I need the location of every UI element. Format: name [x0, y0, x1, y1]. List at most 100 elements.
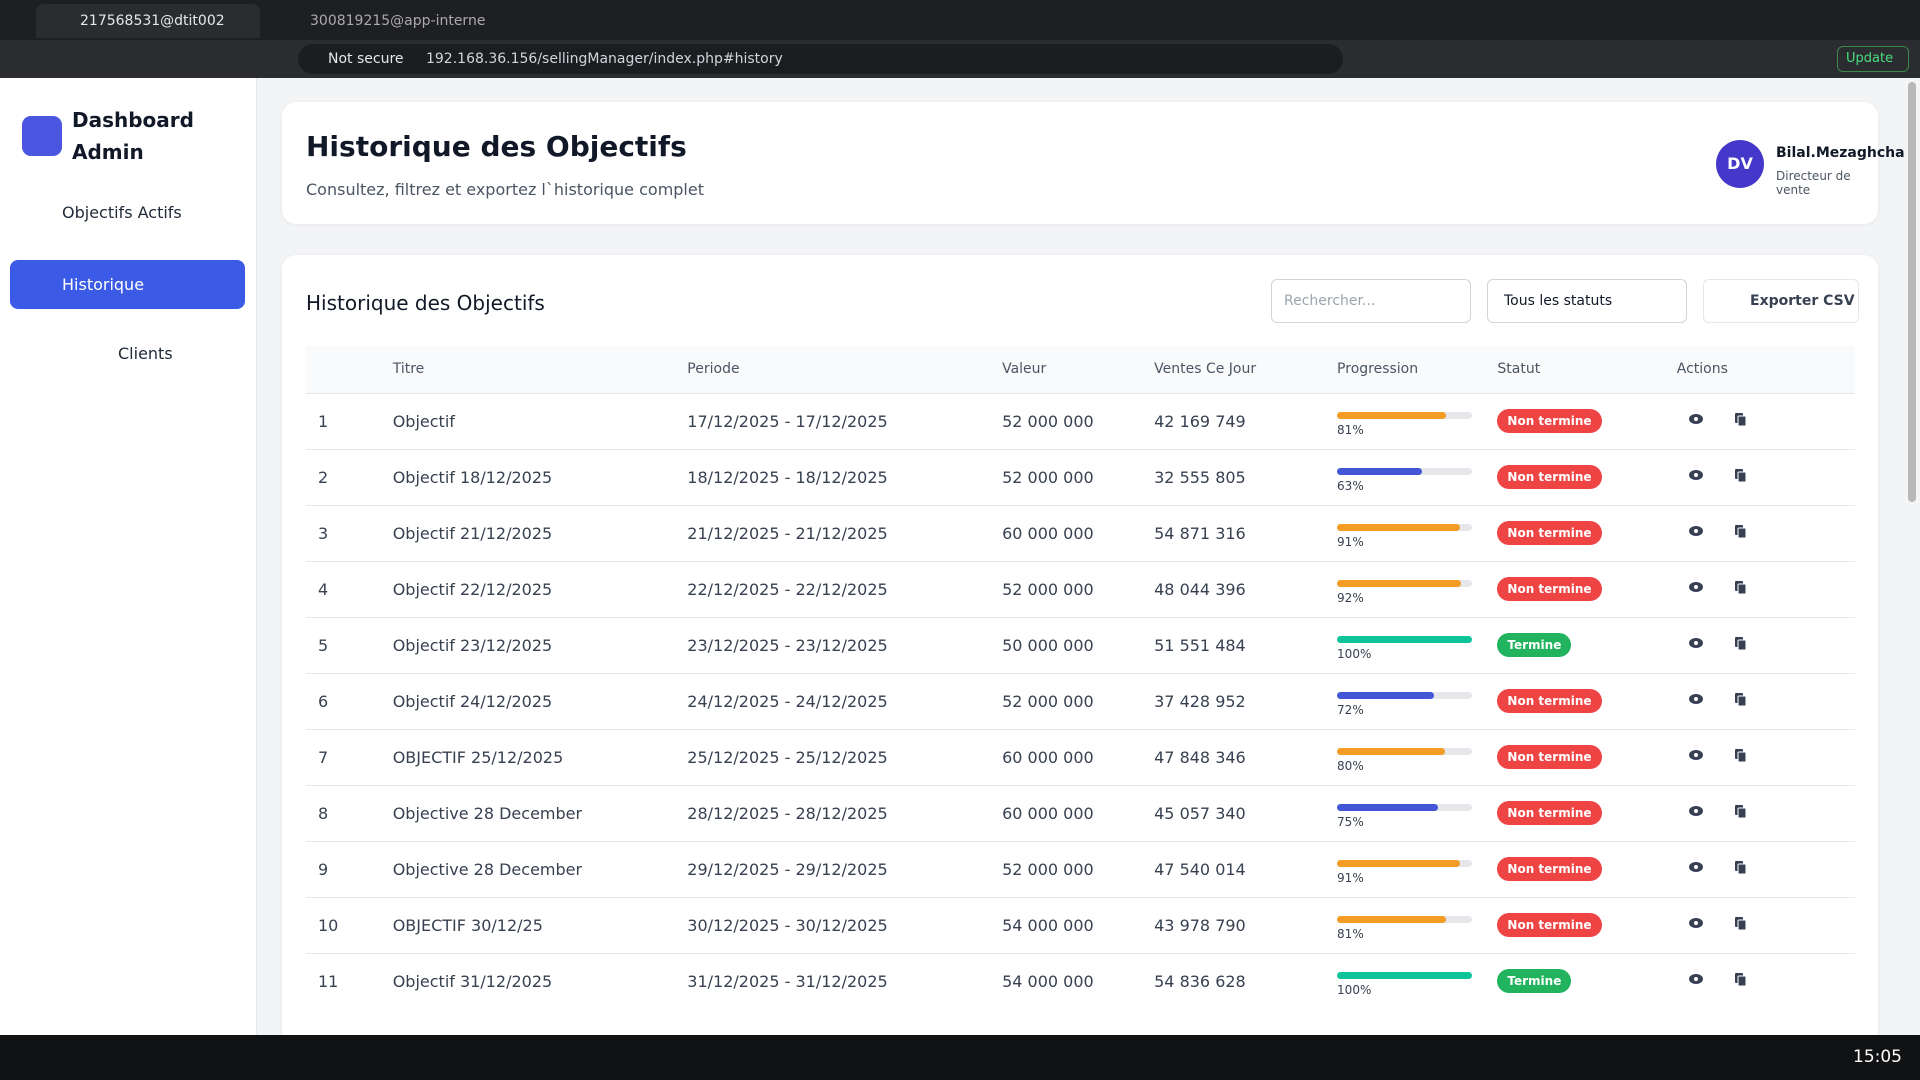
cell-sales: 32 555 805 [1154, 448, 1338, 505]
sidebar: Dashboard Admin Objectifs Actifs Histori… [0, 78, 257, 1035]
cell-actions [1676, 448, 1855, 505]
row: 8 Objective 28 December 28/12/2025 - 28/12… [306, 784, 1855, 841]
cell-progress: 91% [1337, 504, 1498, 561]
tab[interactable]: 217568531@dtit002 [36, 4, 260, 38]
avatar[interactable]: DV [1716, 140, 1764, 188]
progress-track [1337, 859, 1473, 867]
cell-value: 52 000 000 [1002, 560, 1155, 617]
cell-number: 3 [306, 504, 393, 561]
cell-number: 11 [306, 952, 393, 1009]
cell-number: 7 [306, 728, 393, 785]
cell-actions [1676, 896, 1855, 953]
export-button[interactable]: Exporter CSV [1703, 279, 1859, 323]
cell-period: 24/12/2025 - 24/12/2025 [687, 672, 1003, 729]
cell-value: 52 000 000 [1002, 672, 1155, 729]
cell-status: Non termine [1497, 672, 1677, 729]
cell-number: 10 [306, 896, 393, 953]
cell-status: Non termine [1497, 504, 1677, 561]
cell-title: Objectif 31/12/2025 [392, 952, 688, 1009]
cell-value: 52 000 000 [1002, 840, 1155, 897]
scrollbar[interactable] [1908, 82, 1916, 502]
cell-value: 60 000 000 [1002, 784, 1155, 841]
table-card: Historique des Objectifs Rechercher... T… [282, 255, 1878, 1035]
header-row: Titre Periode Valeur Ventes Ce Jour Progress… [306, 346, 1855, 393]
progress-label: 91% [1337, 870, 1364, 885]
action-icons[interactable] [1677, 969, 1757, 989]
progress-track [1337, 747, 1473, 755]
action-icons[interactable] [1677, 801, 1757, 821]
cell-status: Non termine [1497, 448, 1677, 505]
brand-icon [22, 116, 62, 156]
row: 6 Objectif 24/12/2025 24/12/2025 - 24/12/2… [306, 672, 1855, 729]
action-icons[interactable] [1677, 689, 1757, 709]
cell-title: Objectif 22/12/2025 [392, 560, 688, 617]
action-icons[interactable] [1677, 913, 1757, 933]
cell-number: 1 [306, 392, 393, 449]
cell-progress: 92% [1337, 560, 1498, 617]
cell-period: 28/12/2025 - 28/12/2025 [687, 784, 1003, 841]
row: 3 Objectif 21/12/2025 21/12/2025 - 21/12/2… [306, 504, 1855, 561]
cell-sales: 51 551 484 [1154, 616, 1338, 673]
action-icons[interactable] [1677, 745, 1757, 765]
status-badge: Non termine [1497, 689, 1602, 713]
row: 1 Objectif 17/12/2025 - 17/12/2025 52 000 0… [306, 392, 1855, 449]
tab-title: 300819215@app-interne [310, 13, 486, 29]
row: 11 Objectif 31/12/2025 31/12/2025 - 31/12/… [306, 952, 1855, 1009]
cell-progress: 100% [1337, 616, 1498, 673]
nav-item[interactable]: Objectifs Actifs [62, 203, 182, 222]
cell-title: Objectif 18/12/2025 [392, 448, 688, 505]
taskbar: 15:05 [0, 1035, 1920, 1080]
cell-value: 60 000 000 [1002, 728, 1155, 785]
cell-actions [1676, 784, 1855, 841]
progress-track [1337, 971, 1473, 979]
cell-progress: 72% [1337, 672, 1498, 729]
cell-title: Objectif 24/12/2025 [392, 672, 688, 729]
header-card: Historique des Objectifs Consultez, filt… [282, 102, 1905, 224]
user-name: Bilal.Mezaghcha [1776, 145, 1905, 161]
nav-item[interactable]: Clients [118, 344, 173, 363]
col-header: Periode [687, 346, 1003, 393]
cell-actions [1676, 560, 1855, 617]
tab[interactable]: 300819215@app-interne [266, 4, 516, 38]
cell-value: 52 000 000 [1002, 448, 1155, 505]
progress-label: 92% [1337, 590, 1364, 605]
progress-label: 100% [1337, 982, 1372, 997]
cell-status: Non termine [1497, 392, 1677, 449]
action-icons[interactable] [1677, 577, 1757, 597]
nav-item[interactable]: Historique [10, 260, 245, 309]
action-icons[interactable] [1677, 633, 1757, 653]
cell-status: Termine [1497, 616, 1677, 673]
cell-title: Objectif 21/12/2025 [392, 504, 688, 561]
progress-bar [1337, 467, 1423, 475]
row: 4 Objectif 22/12/2025 22/12/2025 - 22/12/2… [306, 560, 1855, 617]
page-title: Historique des Objectifs [306, 130, 687, 163]
search-input[interactable]: Rechercher... [1271, 279, 1471, 323]
security: Not secure [328, 51, 404, 67]
cell-status: Non termine [1497, 560, 1677, 617]
progress-track [1337, 467, 1473, 475]
action-icons[interactable] [1677, 521, 1757, 541]
status-select[interactable]: Tous les statuts [1487, 279, 1687, 323]
progress-bar [1337, 411, 1447, 419]
cell-progress: 100% [1337, 952, 1498, 1009]
col-header: Titre [392, 346, 688, 393]
cell-value: 52 000 000 [1002, 392, 1155, 449]
col-header: Actions [1676, 346, 1855, 393]
col-header: Ventes Ce Jour [1154, 346, 1338, 393]
action-icons[interactable] [1677, 465, 1757, 485]
cell-period: 22/12/2025 - 22/12/2025 [687, 560, 1003, 617]
cell-sales: 37 428 952 [1154, 672, 1338, 729]
cell-actions [1676, 616, 1855, 673]
action-icons[interactable] [1677, 857, 1757, 877]
update-button[interactable]: Update [1837, 46, 1909, 72]
row: 5 Objectif 23/12/2025 23/12/2025 - 23/12/2… [306, 616, 1855, 673]
col-header [306, 346, 393, 393]
status-badge: Termine [1497, 633, 1572, 657]
action-icons[interactable] [1677, 409, 1757, 429]
cell-value: 50 000 000 [1002, 616, 1155, 673]
cell-actions [1676, 504, 1855, 561]
history-table: Titre Periode Valeur Ventes Ce Jour Progress… [306, 346, 1855, 1009]
url-box[interactable]: Not secure 192.168.36.156/sellingManager… [298, 44, 1343, 74]
status-badge: Non termine [1497, 577, 1602, 601]
progress-bar [1337, 971, 1473, 979]
